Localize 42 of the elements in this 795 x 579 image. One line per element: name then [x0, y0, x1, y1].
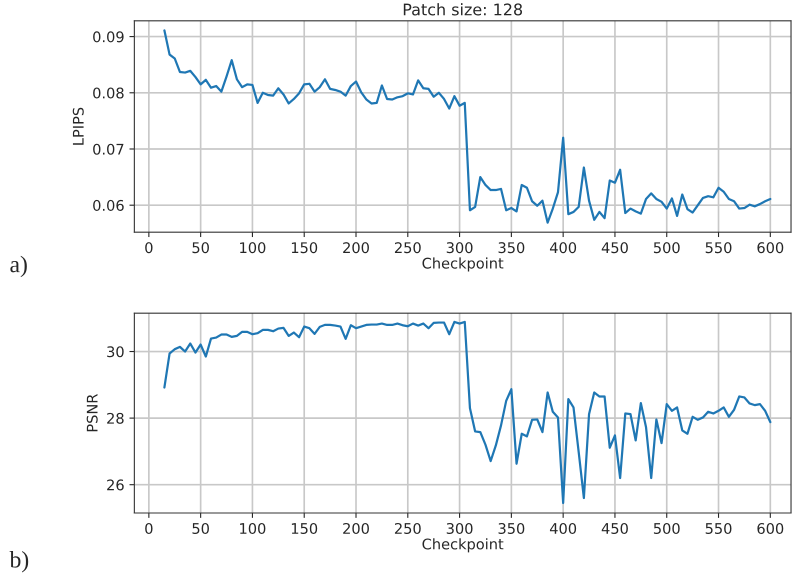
- x-tick-label: 500: [654, 242, 680, 254]
- y-tick-label: 0.06: [93, 200, 124, 211]
- chart-title: Patch size: 128: [404, 3, 522, 16]
- y-tick-label: 30: [107, 346, 124, 358]
- y-axis-title: LPIPS: [72, 108, 84, 145]
- x-tick-label: 100: [240, 242, 266, 254]
- x-tick-label: 50: [192, 522, 209, 534]
- x-tick-label: 400: [550, 522, 576, 534]
- text: b): [10, 551, 28, 572]
- x-tick-label: 350: [498, 242, 524, 254]
- x-tick-label: 150: [292, 242, 318, 254]
- x-tick-label: 600: [757, 522, 784, 534]
- y-tick-label: 0.07: [93, 144, 124, 155]
- x-tick-label: 0: [145, 522, 153, 534]
- x-tick-label: 450: [602, 522, 628, 534]
- x-tick-label: 600: [757, 242, 784, 254]
- x-tick-label: 0: [145, 242, 153, 254]
- x-tick-label: 450: [602, 242, 628, 254]
- x-tick-label: 550: [706, 522, 732, 534]
- y-tick-label: 28: [107, 412, 124, 424]
- x-tick-label: 500: [654, 522, 680, 534]
- x-axis-title: Checkpoint: [422, 257, 504, 272]
- y-axis-title: PSNR: [86, 394, 98, 432]
- line-series: [163, 320, 772, 504]
- x-tick-label: 550: [706, 242, 732, 254]
- x-tick-label: 350: [498, 522, 524, 534]
- x-tick-label: 100: [240, 522, 266, 534]
- text: a): [10, 256, 27, 278]
- x-tick-label: 250: [394, 522, 421, 534]
- x-tick-label: 300: [446, 242, 473, 254]
- y-tick-label: 26: [107, 479, 124, 490]
- x-tick-label: 50: [192, 242, 209, 254]
- y-tick-label: 0.09: [93, 31, 124, 42]
- x-tick-label: 200: [343, 522, 369, 534]
- x-axis-title: Checkpoint: [422, 538, 504, 552]
- line-series: [163, 29, 772, 224]
- y-tick-label: 0.08: [93, 88, 124, 99]
- x-tick-label: 300: [446, 522, 473, 534]
- x-tick-label: 400: [550, 242, 576, 254]
- x-tick-label: 150: [292, 522, 318, 534]
- x-tick-label: 200: [343, 242, 369, 254]
- x-tick-label: 250: [394, 242, 421, 254]
